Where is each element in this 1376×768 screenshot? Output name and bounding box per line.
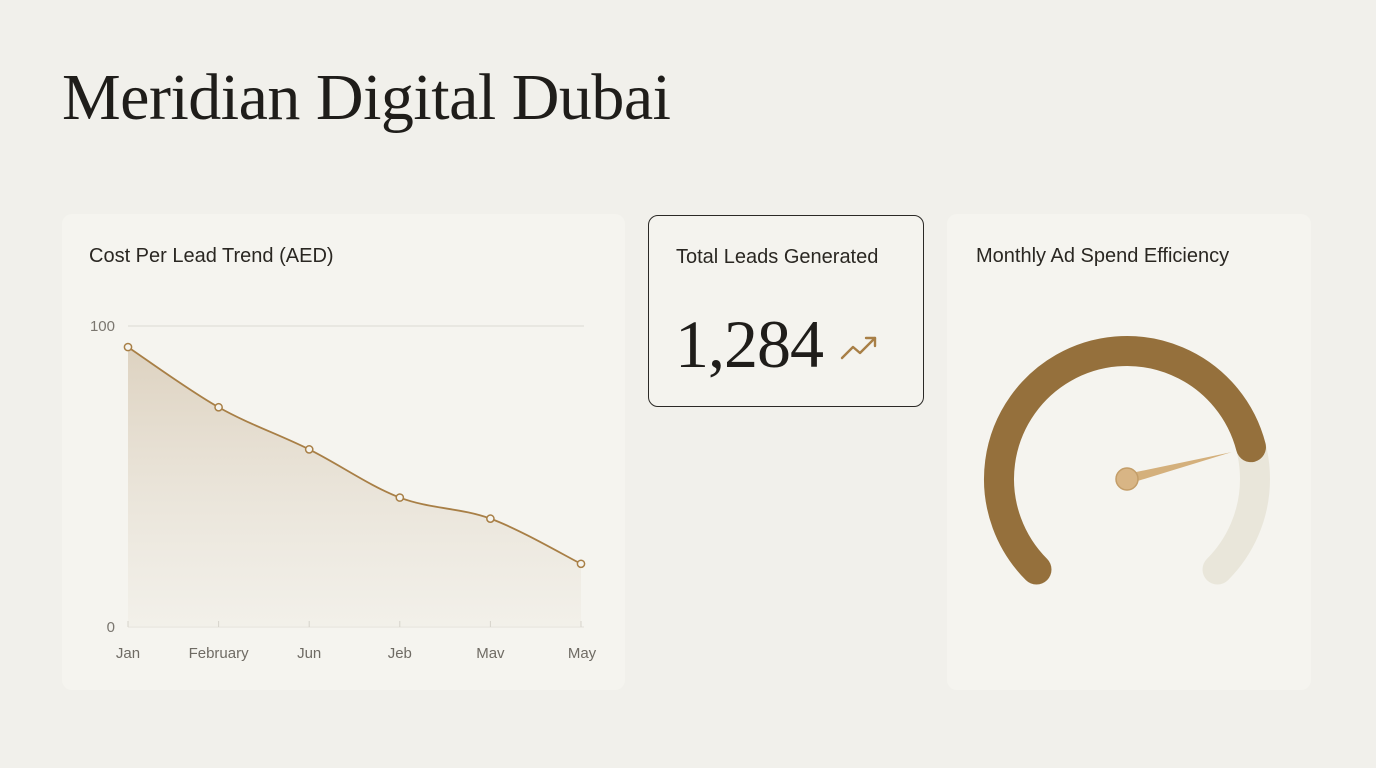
x-tick-label: Mav bbox=[476, 645, 505, 662]
gauge-hub bbox=[1115, 467, 1139, 491]
x-tick-label: February bbox=[189, 645, 250, 662]
cost-per-lead-card: Cost Per Lead Trend (AED) 100 0 Jan Febru… bbox=[62, 214, 625, 690]
data-point[interactable] bbox=[576, 559, 586, 569]
trend-up-icon bbox=[840, 336, 877, 360]
data-point[interactable] bbox=[395, 493, 405, 502]
x-tick-label: May bbox=[568, 645, 597, 662]
data-point[interactable] bbox=[486, 514, 495, 523]
gauge-needle bbox=[1125, 452, 1232, 484]
total-leads-value: 1,284 bbox=[675, 306, 824, 382]
y-tick-label-max: 100 bbox=[90, 318, 115, 335]
x-tick-label: Jun bbox=[297, 645, 321, 662]
cost-per-lead-chart: 100 0 Jan February Jun Jeb Mav May bbox=[90, 318, 597, 662]
chart-series-line bbox=[127, 346, 582, 565]
y-tick-label-min: 0 bbox=[107, 619, 115, 636]
ad-spend-efficiency-gauge bbox=[984, 336, 1270, 585]
x-tick-label: Jan bbox=[116, 645, 140, 662]
x-tick-label: Jeb bbox=[388, 645, 412, 662]
total-leads-card: Total Leads Generated 1,284 bbox=[648, 215, 924, 407]
data-point[interactable] bbox=[214, 402, 223, 412]
chart-area-fill bbox=[128, 347, 581, 627]
page-title: Meridian Digital Dubai bbox=[62, 61, 671, 134]
ad-spend-efficiency-title: Monthly Ad Spend Efficiency bbox=[976, 245, 1230, 267]
cost-per-lead-title: Cost Per Lead Trend (AED) bbox=[89, 245, 334, 267]
gauge-fill-arc bbox=[984, 336, 1266, 585]
total-leads-title: Total Leads Generated bbox=[676, 246, 879, 268]
ad-spend-efficiency-card: Monthly Ad Spend Efficiency bbox=[947, 214, 1311, 690]
data-point[interactable] bbox=[123, 342, 133, 352]
data-point[interactable] bbox=[304, 445, 314, 454]
